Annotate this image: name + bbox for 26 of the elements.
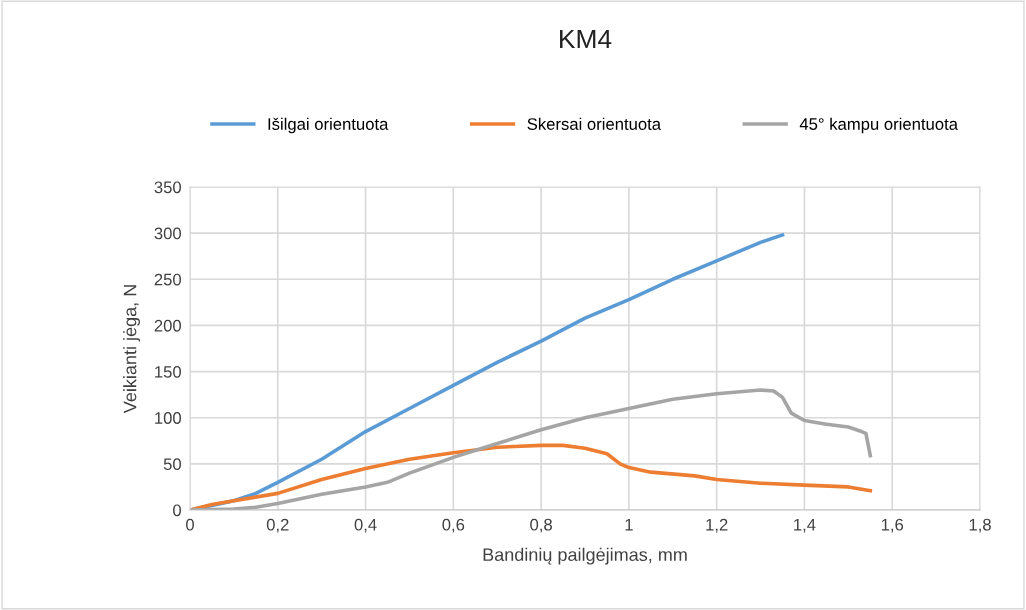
y-tick-label: 0 (173, 504, 182, 517)
x-tick-label: 1,6 (881, 518, 904, 533)
x-tick-label: 1,8 (969, 518, 991, 533)
x-axis-title: Bandinių pailgėjimas, mm (483, 547, 687, 565)
y-tick-label: 200 (154, 319, 182, 332)
x-tick-label: 0,6 (442, 518, 465, 533)
y-axis-title: Veikianti jėga, N (123, 285, 140, 414)
x-tick-label: 0 (186, 518, 194, 531)
x-tick-label: 0,2 (266, 518, 289, 533)
y-tick-label: 250 (154, 273, 182, 286)
chart-title: KM4 (560, 29, 612, 49)
y-tick-label: 100 (155, 412, 182, 424)
legend-label: Skersai orientuota (527, 117, 662, 130)
x-tick-label: 1 (625, 518, 633, 531)
x-tick-label: 0,8 (530, 518, 552, 533)
y-tick-label: 50 (163, 458, 182, 471)
legend-label: 45° kampu orientuota (799, 117, 958, 134)
y-tick-label: 150 (155, 365, 182, 378)
y-tick-label: 300 (154, 227, 182, 240)
x-tick-label: 1,2 (706, 518, 728, 533)
legend-label: Išilgai orientuota (268, 117, 389, 134)
x-tick-label: 0,4 (354, 518, 377, 533)
x-tick-label: 1,4 (794, 518, 816, 533)
line-series (190, 443, 873, 510)
line-series (190, 388, 873, 510)
y-tick-label: 350 (154, 181, 182, 194)
